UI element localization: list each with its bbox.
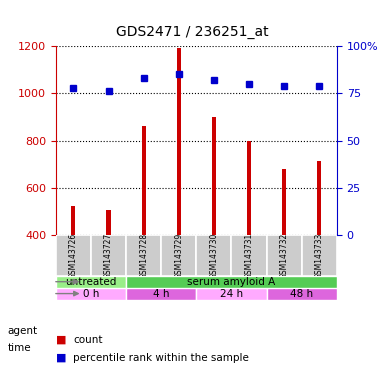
- Bar: [317, 161, 321, 235]
- Bar: [91, 235, 126, 276]
- Bar: [126, 235, 161, 276]
- Bar: [196, 235, 231, 276]
- Text: 4 h: 4 h: [153, 288, 169, 299]
- Bar: [126, 288, 196, 300]
- Text: untreated: untreated: [65, 277, 117, 287]
- Bar: [302, 235, 337, 276]
- Bar: [212, 117, 216, 235]
- Bar: [56, 276, 126, 288]
- Text: GSM143733: GSM143733: [315, 232, 324, 279]
- Bar: [161, 235, 196, 276]
- Bar: [196, 288, 266, 300]
- Bar: [56, 288, 126, 300]
- Text: GSM143732: GSM143732: [280, 232, 289, 279]
- Text: ■: ■: [56, 353, 66, 363]
- Text: ■: ■: [56, 335, 66, 345]
- Bar: [282, 169, 286, 235]
- Text: GSM143730: GSM143730: [209, 232, 218, 279]
- Bar: [71, 206, 75, 235]
- Text: GSM143731: GSM143731: [244, 232, 254, 279]
- Text: GDS2471 / 236251_at: GDS2471 / 236251_at: [116, 25, 269, 39]
- Bar: [142, 126, 146, 235]
- Text: 48 h: 48 h: [290, 288, 313, 299]
- Text: GSM143727: GSM143727: [104, 232, 113, 279]
- Text: count: count: [73, 335, 103, 345]
- Text: GSM143728: GSM143728: [139, 232, 148, 278]
- Bar: [126, 276, 337, 288]
- Bar: [231, 235, 266, 276]
- Text: time: time: [8, 343, 31, 353]
- Bar: [56, 235, 91, 276]
- Text: 24 h: 24 h: [220, 288, 243, 299]
- Text: agent: agent: [8, 326, 38, 336]
- Text: 0 h: 0 h: [83, 288, 99, 299]
- Text: GSM143726: GSM143726: [69, 232, 78, 279]
- Bar: [266, 235, 302, 276]
- Bar: [106, 210, 110, 235]
- Text: GSM143729: GSM143729: [174, 232, 183, 279]
- Bar: [247, 141, 251, 235]
- Bar: [266, 288, 337, 300]
- Bar: [177, 48, 181, 235]
- Text: percentile rank within the sample: percentile rank within the sample: [73, 353, 249, 363]
- Text: serum amyloid A: serum amyloid A: [187, 277, 276, 287]
